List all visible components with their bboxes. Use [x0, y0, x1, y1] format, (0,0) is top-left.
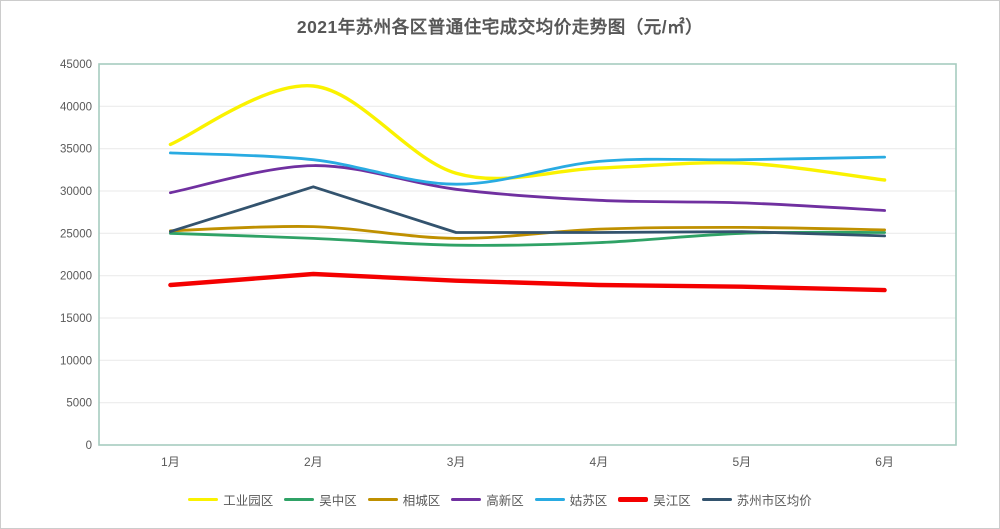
svg-text:30000: 30000 [60, 186, 92, 198]
svg-text:45000: 45000 [60, 59, 92, 71]
legend-swatch-icon [534, 498, 565, 501]
svg-text:6月: 6月 [875, 455, 894, 469]
legend-label: 吴中区 [319, 494, 357, 508]
legend-label: 姑苏区 [569, 494, 608, 508]
legend-item-2: 相城区 [367, 490, 441, 509]
series-line-3 [169, 164, 886, 212]
legend-label: 苏州市区均价 [736, 494, 812, 508]
svg-text:40000: 40000 [60, 101, 92, 113]
svg-text:0: 0 [86, 440, 92, 452]
svg-text:20000: 20000 [60, 271, 92, 283]
legend-swatch-icon [284, 498, 315, 501]
svg-text:5月: 5月 [732, 455, 751, 469]
chart-legend: 工业园区 吴中区 相城区 高新区 姑苏区 吴江区 苏州市区均价 [1, 490, 999, 509]
legend-item-5: 吴江区 [618, 490, 691, 509]
legend-swatch-icon [701, 498, 732, 501]
svg-text:1月: 1月 [161, 455, 180, 469]
svg-text:15000: 15000 [60, 313, 92, 325]
svg-text:35000: 35000 [60, 144, 92, 156]
legend-label: 相城区 [402, 494, 441, 508]
legend-swatch-icon [618, 497, 649, 502]
legend-swatch-icon [451, 498, 482, 501]
series-line-5 [168, 271, 887, 293]
legend-item-6: 苏州市区均价 [701, 490, 812, 509]
series-line-4 [169, 151, 886, 186]
svg-text:25000: 25000 [60, 228, 92, 240]
svg-text:10000: 10000 [60, 355, 92, 367]
legend-item-1: 吴中区 [284, 490, 357, 509]
series-line-0 [168, 84, 887, 182]
legend-label: 高新区 [486, 494, 524, 508]
svg-text:2月: 2月 [304, 455, 323, 469]
legend-label: 工业园区 [223, 494, 274, 508]
svg-text:5000: 5000 [66, 398, 92, 410]
series-line-2 [169, 224, 886, 240]
legend-swatch-icon [367, 498, 398, 501]
legend-label: 吴江区 [653, 494, 691, 508]
chart-title: 2021年苏州各区普通住宅成交均价走势图（元/㎡） [296, 17, 704, 37]
legend-swatch-icon [188, 497, 219, 502]
legend-item-4: 姑苏区 [534, 490, 608, 509]
svg-text:4月: 4月 [590, 455, 609, 469]
legend-item-0: 工业园区 [188, 490, 273, 509]
legend-item-3: 高新区 [451, 490, 524, 509]
svg-text:3月: 3月 [447, 455, 466, 469]
series-line-6 [169, 185, 886, 238]
